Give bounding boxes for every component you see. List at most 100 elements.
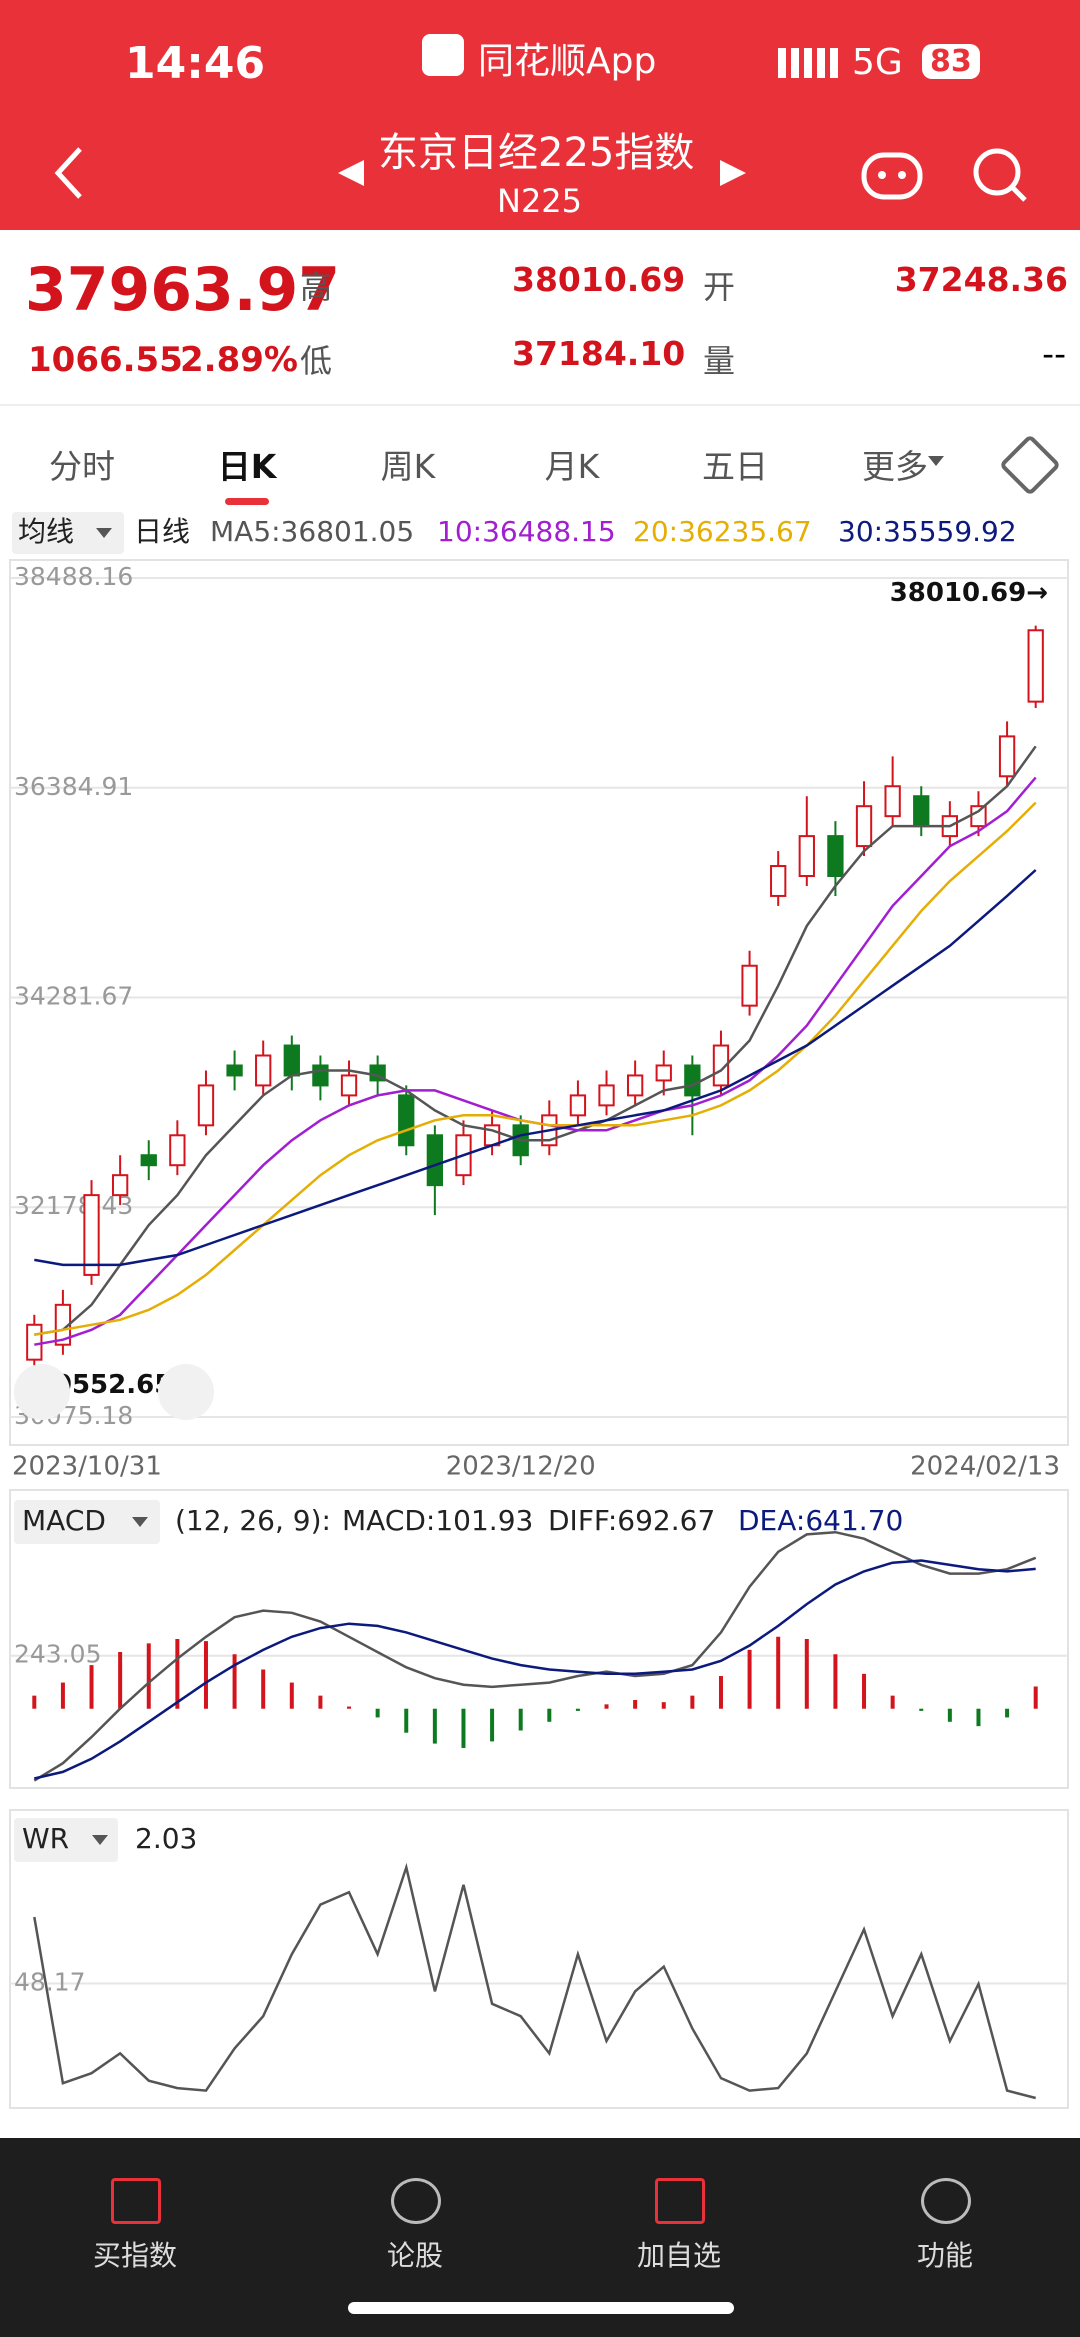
legend-label: 20:36235.67 (633, 515, 812, 548)
fullscreen-button[interactable] (158, 1364, 214, 1420)
candle-body (226, 1064, 243, 1077)
candle-body (770, 865, 787, 897)
candle-body (340, 1074, 358, 1097)
tab[interactable]: 周K (380, 447, 436, 486)
indicator-title: MACD (22, 1504, 106, 1537)
header: 14:46 同花顺App 5G 83 东京日经225指数 N225 (0, 0, 1080, 230)
x-tick-label: 2023/12/20 (446, 1452, 596, 1482)
x-tick-label: 2023/10/31 (12, 1452, 162, 1482)
macd-line (34, 1559, 1036, 1780)
legend-label: DEA:641.70 (738, 1504, 903, 1537)
app-icon (422, 34, 464, 76)
panel-frame (9, 559, 1069, 1446)
ma-line (34, 869, 1037, 1267)
nav-icon[interactable] (655, 2178, 705, 2224)
panel-frame (9, 1489, 1069, 1789)
y-tick-label: 48.17 (14, 1968, 86, 1997)
tab[interactable]: 日K (217, 447, 277, 486)
candle-body (884, 785, 901, 818)
legend-label: DIFF:692.67 (548, 1504, 715, 1537)
candle-body (626, 1074, 644, 1097)
title: 东京日经225指数 (378, 130, 695, 176)
home-indicator (348, 2302, 734, 2314)
open-label: 开 (703, 268, 736, 306)
legend-label: 10:36488.15 (437, 515, 616, 548)
wr-line (33, 1862, 1037, 2100)
candle-body (283, 1044, 300, 1077)
back-button[interactable] (50, 145, 90, 201)
robot-icon[interactable] (860, 145, 924, 201)
app-label: 同花顺App (478, 41, 657, 82)
high-label: 高 (300, 268, 333, 306)
candle-body (398, 1094, 415, 1147)
nav-label[interactable]: 买指数 (92, 2239, 177, 2272)
macd-line (33, 1530, 1037, 1782)
candle-body (255, 1054, 272, 1087)
caret (92, 1835, 108, 1845)
candle-body (798, 835, 815, 877)
time: 14:46 (125, 38, 266, 89)
candle-body (1027, 629, 1044, 703)
y-tick-label: 34281.67 (14, 982, 133, 1011)
high: 38010.69 (512, 260, 686, 299)
candle-body (312, 1064, 329, 1087)
more-caret (928, 456, 944, 466)
volume-label: 量 (703, 342, 736, 380)
candle-body (140, 1154, 157, 1167)
y-tick-label: 243.05 (14, 1640, 101, 1669)
candle-body (684, 1064, 701, 1097)
change-pct: 2.89% (180, 340, 298, 380)
expand-button[interactable] (14, 1364, 70, 1420)
candle-body (569, 1094, 587, 1117)
caret (132, 1517, 148, 1527)
nav-label[interactable]: 论股 (386, 2239, 443, 2272)
tab[interactable]: 月K (544, 447, 600, 486)
tab[interactable]: 五日 (702, 447, 768, 486)
legend-label: 30:35559.92 (838, 515, 1017, 548)
legend-label: MA5:36801.05 (210, 515, 414, 548)
candle-body (26, 1323, 43, 1361)
x-tick-label: 2024/02/13 (910, 1452, 1060, 1482)
candle-body (827, 835, 844, 877)
ma-line (34, 745, 1037, 1336)
candle-body (970, 805, 987, 828)
network: 5G (852, 42, 903, 83)
nav-icon[interactable] (111, 2178, 161, 2224)
candle-body (913, 795, 930, 828)
prev-arrow[interactable] (336, 158, 366, 188)
max-label: 38010.69→ (890, 578, 1048, 608)
legend-label: MACD:101.93 (342, 1504, 533, 1537)
open: 37248.36 (894, 260, 1068, 299)
period: 日线 (134, 515, 190, 548)
nav-icon[interactable] (921, 2178, 971, 2224)
candle-body (83, 1194, 100, 1276)
charts: 30075.1832178.4334281.6736384.9138488.16… (9, 512, 1069, 2109)
candle-body (741, 964, 758, 1007)
y-tick-label: 38488.16 (14, 562, 133, 591)
code: N225 (497, 182, 583, 220)
legend-label: 2.03 (135, 1822, 197, 1855)
candle-body (855, 805, 873, 848)
nav-label[interactable]: 功能 (916, 2239, 973, 2272)
change: 1066.55 (28, 340, 183, 380)
candle-body (598, 1084, 615, 1107)
candle-body (111, 1174, 129, 1197)
selector-box (12, 512, 124, 554)
next-arrow[interactable] (718, 158, 748, 188)
candle-body (197, 1084, 215, 1127)
selector-box (14, 1818, 118, 1862)
panel-frame (9, 1809, 1069, 2109)
nav-icon[interactable] (391, 2178, 441, 2224)
nav-label[interactable]: 加自选 (636, 2239, 721, 2272)
search-icon[interactable] (970, 145, 1030, 205)
y-tick-label: 36384.91 (14, 772, 133, 801)
low: 37184.10 (512, 334, 686, 373)
ma-line (34, 776, 1037, 1346)
tab-underline (225, 498, 269, 505)
candle-body (169, 1134, 186, 1167)
tab[interactable]: 更多 (862, 447, 928, 486)
low-label: 低 (300, 342, 333, 380)
candle-body (655, 1064, 672, 1082)
tab[interactable]: 分时 (49, 447, 115, 486)
